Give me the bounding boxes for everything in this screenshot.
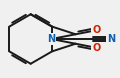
Text: O: O	[92, 25, 100, 35]
Text: N: N	[107, 34, 115, 44]
Text: N: N	[47, 34, 55, 44]
Text: O: O	[92, 43, 100, 53]
